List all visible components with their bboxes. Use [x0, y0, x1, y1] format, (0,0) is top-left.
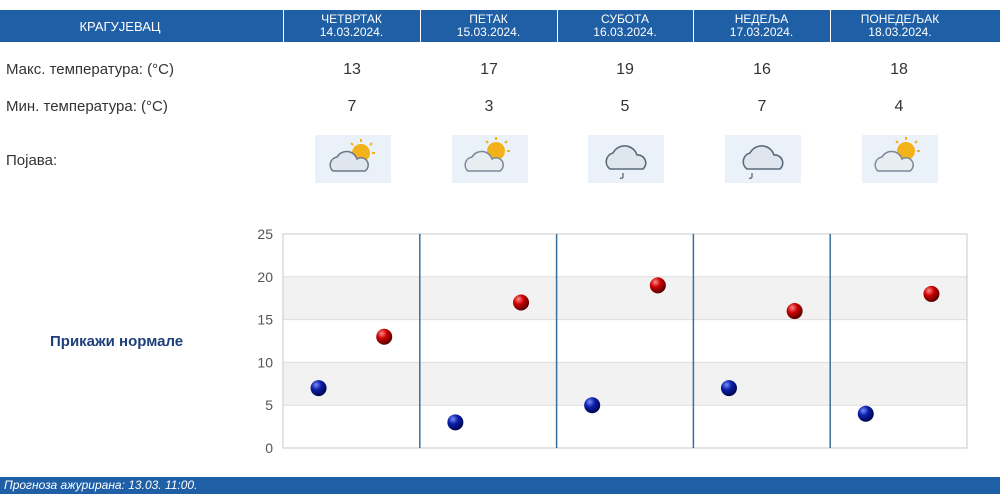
city-name: КРАГУЈЕВАЦ [79, 18, 161, 34]
partly-cloudy-icon [862, 135, 938, 183]
day-header: НЕДЕЉА 17.03.2024. [693, 10, 830, 42]
min-temp-marker [584, 397, 601, 414]
day-date: 18.03.2024. [868, 25, 932, 39]
day-name: ПОНЕДЕЉАК [860, 12, 940, 26]
chart-band [283, 276, 967, 320]
day-name: НЕДЕЉА [734, 12, 789, 26]
y-tick-label: 15 [257, 312, 273, 328]
y-tick-label: 25 [257, 226, 273, 242]
chart-band [283, 362, 967, 406]
max-temp-marker [513, 294, 530, 311]
y-tick-label: 20 [257, 269, 273, 285]
header-bar: КРАГУЈЕВАЦ ЧЕТВРТАК 14.03.2024. ПЕТАК 15… [0, 10, 1000, 42]
y-tick-label: 0 [265, 440, 273, 456]
header-divider [557, 10, 558, 42]
min-temp-marker [857, 405, 874, 422]
header-divider [830, 10, 831, 42]
header-divider [283, 10, 284, 42]
day-date: 14.03.2024. [319, 25, 384, 39]
header-divider [693, 10, 694, 42]
day-header: ПЕТАК 15.03.2024. [420, 10, 557, 42]
day-name: ПЕТАК [469, 12, 508, 26]
min-temp-marker [310, 380, 327, 397]
min-temp-value: 4 [894, 98, 904, 115]
max-temp-label: Макс. температура: (°C) [6, 61, 174, 78]
min-temp-value: 5 [620, 98, 630, 115]
partly-cloudy-icon [452, 135, 528, 183]
min-temp-marker [720, 380, 737, 397]
max-temp-marker [376, 328, 393, 345]
cloud-drizzle-icon [588, 135, 664, 183]
max-temp-value: 17 [480, 61, 498, 78]
footer-bar: Прогноза ажурирана: 13.03. 11:00. [0, 477, 1000, 494]
max-temp-value: 18 [890, 61, 908, 78]
day-date: 17.03.2024. [729, 25, 794, 39]
max-temp-marker [786, 303, 803, 320]
partly-cloudy-icon [315, 135, 391, 183]
day-name: СУБОТА [601, 12, 649, 26]
day-header: СУБОТА 16.03.2024. [557, 10, 693, 42]
day-header: ПОНЕДЕЉАК 18.03.2024. [830, 10, 970, 42]
min-temp-marker [447, 414, 464, 431]
day-date: 16.03.2024. [593, 25, 657, 39]
temperature-chart: 0 5 10 15 20 25 [257, 226, 968, 456]
y-tick-label: 10 [257, 354, 273, 370]
max-temp-value: 19 [616, 61, 634, 78]
y-tick-label: 5 [265, 397, 273, 413]
max-temp-value: 13 [343, 61, 361, 78]
min-temp-value: 3 [484, 98, 494, 115]
max-temp-value: 16 [753, 61, 771, 78]
chart-frame [282, 233, 968, 449]
max-temp-marker [923, 285, 940, 302]
min-temp-value: 7 [347, 98, 357, 115]
min-temp-label: Мин. температура: (°C) [6, 98, 168, 115]
show-normals-link[interactable]: Прикажи нормале [50, 333, 184, 350]
max-temp-marker [649, 277, 666, 294]
day-header: ЧЕТВРТАК 14.03.2024. [283, 10, 420, 42]
day-name: ЧЕТВРТАК [321, 12, 382, 26]
header-divider [420, 10, 421, 42]
min-temp-value: 7 [757, 98, 767, 115]
cloud-drizzle-icon [725, 135, 801, 183]
forecast-updated-text: Прогноза ажурирана: 13.03. 11:00. [4, 478, 198, 492]
day-date: 15.03.2024. [456, 25, 521, 39]
phenomenon-label: Појава: [6, 152, 58, 169]
